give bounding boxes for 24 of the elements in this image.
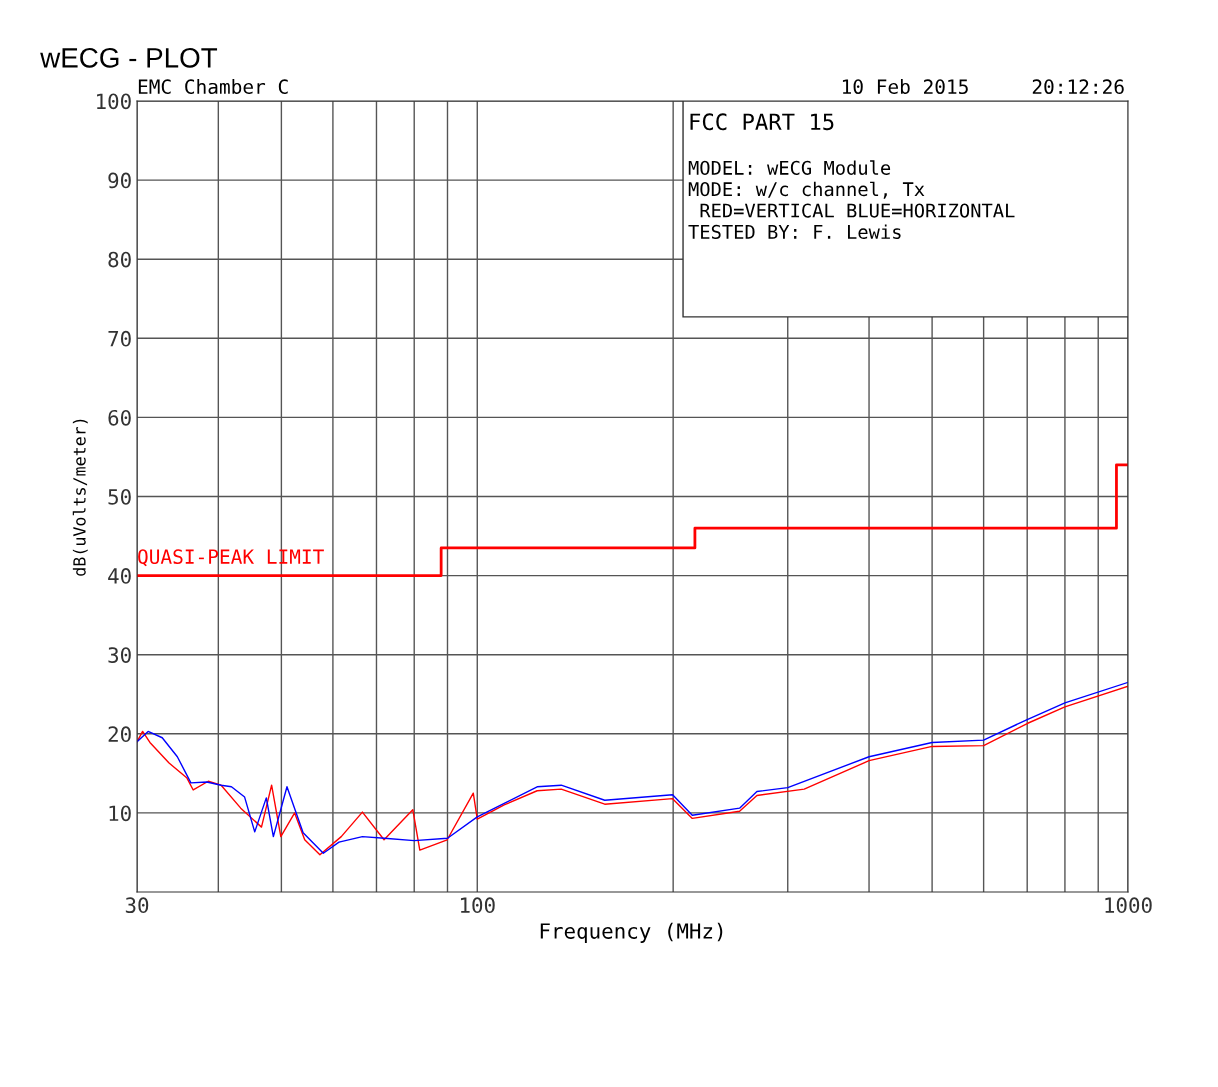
- y-tick-label: 100: [97, 93, 131, 110]
- text: 20:12:26: [1032, 79, 1124, 95]
- y-tick-label: 80: [108, 251, 131, 268]
- y-tick-label: 60: [108, 409, 131, 426]
- text: EMC Chamber C: [138, 79, 288, 95]
- y-tick-label: 50: [108, 489, 131, 505]
- y-tick-label: 20: [108, 726, 131, 743]
- y-tick-label: 40: [108, 568, 131, 584]
- y-tick-label: 70: [108, 330, 131, 347]
- y-tick-label: 30: [108, 647, 131, 663]
- chart-title: wECG - PLOT: [40, 48, 218, 68]
- x-tick-label: 100: [460, 897, 495, 914]
- y-tick-label: 90: [108, 172, 131, 189]
- annotation: RED=VERTICAL BLUE=HORIZONTAL: [700, 203, 1015, 218]
- y-axis-title: dB(uVolts/meter): [72, 419, 88, 576]
- x-tick-label: 30: [125, 897, 149, 914]
- text: 10 Feb 2015: [842, 79, 968, 95]
- annotation: TESTED BY: F. Lewis: [688, 224, 901, 239]
- annotation: FCC PART 15: [690, 113, 834, 131]
- x-axis-title: Frequency (MHz): [540, 922, 723, 943]
- annotation: MODEL: wECG Module: [688, 160, 891, 175]
- y-tick-label: 10: [109, 805, 131, 822]
- annotation: MODE: w/c channel, Tx: [688, 181, 925, 199]
- x-tick-label: 1000: [1105, 897, 1152, 914]
